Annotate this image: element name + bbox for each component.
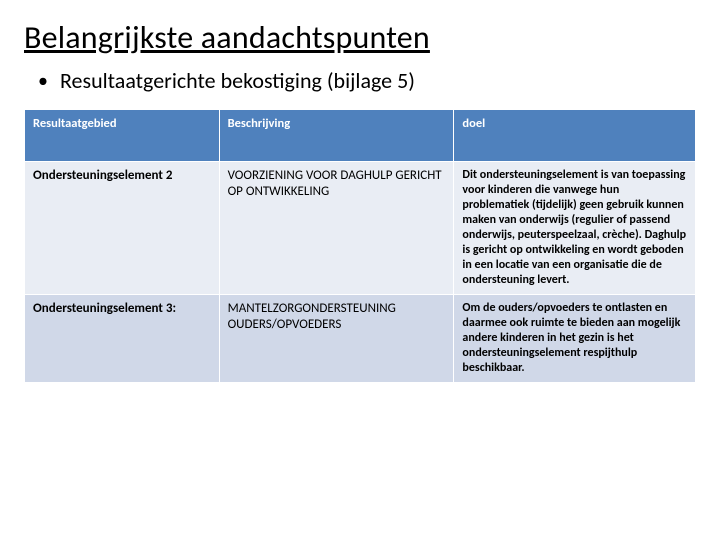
data-table: Resultaatgebied Beschrijving doel Onders…	[24, 109, 696, 383]
bullet-item: • Resultaatgerichte bekostiging (bijlage…	[38, 67, 696, 95]
cell-goal: Om de ouders/opvoeders te ontlasten en d…	[454, 295, 696, 383]
bullet-text: Resultaatgerichte bekostiging (bijlage 5…	[60, 67, 415, 95]
col-header-beschrijving: Beschrijving	[219, 110, 454, 162]
cell-label: Ondersteuningselement 3:	[25, 295, 220, 383]
cell-desc: VOORZIENING VOOR DAGHULP GERICHT OP ONTW…	[219, 162, 454, 295]
cell-desc: MANTELZORGONDERSTEUNING OUDERS/OPVOEDERS	[219, 295, 454, 383]
col-header-doel: doel	[454, 110, 696, 162]
bullet-dot-icon: •	[38, 67, 48, 95]
cell-goal: Dit ondersteuningselement is van toepass…	[454, 162, 696, 295]
table-row: Ondersteuningselement 2 VOORZIENING VOOR…	[25, 162, 696, 295]
table-row: Ondersteuningselement 3: MANTELZORGONDER…	[25, 295, 696, 383]
page-title: Belangrijkste aandachtspunten	[24, 18, 696, 57]
table-header-row: Resultaatgebied Beschrijving doel	[25, 110, 696, 162]
cell-label: Ondersteuningselement 2	[25, 162, 220, 295]
col-header-resultaatgebied: Resultaatgebied	[25, 110, 220, 162]
